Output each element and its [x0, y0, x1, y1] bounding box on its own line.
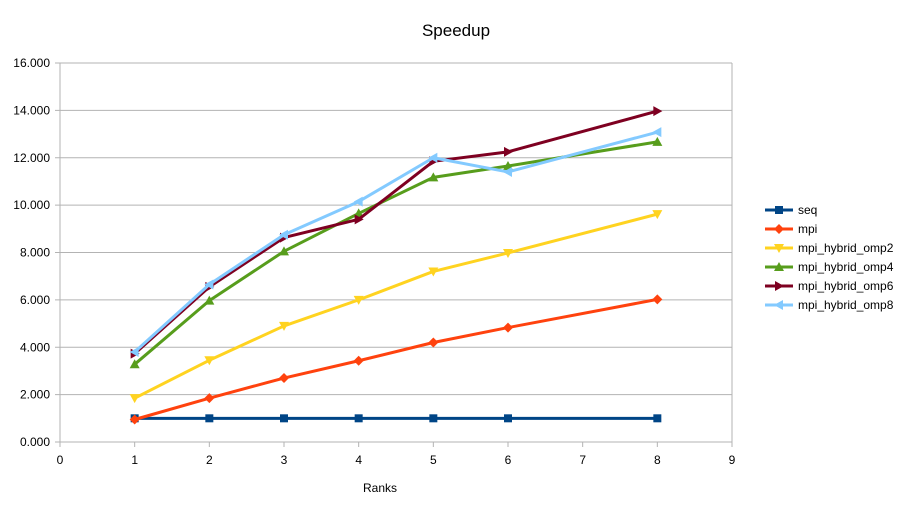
- legend-label: mpi_hybrid_omp4: [798, 260, 894, 274]
- series-mpi_hybrid_omp4: [129, 136, 663, 369]
- y-tick-label: 14.000: [13, 103, 50, 117]
- series-line: [133, 109, 658, 355]
- legend-label: mpi_hybrid_omp6: [798, 279, 894, 293]
- data-point: [353, 355, 364, 366]
- y-tick-label: 4.000: [20, 340, 50, 354]
- data-point: [429, 414, 438, 423]
- y-tick-label: 12.000: [13, 151, 50, 165]
- series-line: [133, 130, 658, 354]
- data-point: [503, 161, 513, 171]
- data-point: [504, 414, 512, 423]
- data-point: [279, 246, 289, 256]
- chart-title: Speedup: [422, 21, 490, 40]
- y-tick-label: 6.000: [20, 293, 50, 307]
- data-point: [428, 172, 439, 182]
- series-line: [133, 212, 658, 400]
- data-point: [279, 321, 289, 331]
- x-tick-label: 0: [57, 453, 64, 467]
- x-tick-label: 2: [206, 453, 213, 467]
- data-point: [652, 210, 663, 220]
- x-tick-label: 6: [505, 453, 512, 467]
- legend-item: mpi_hybrid_omp2: [765, 241, 894, 255]
- data-point: [504, 146, 513, 157]
- series-layer: [129, 106, 663, 425]
- data-point: [652, 127, 662, 138]
- data-point: [279, 373, 289, 384]
- data-point: [129, 359, 140, 369]
- y-tick-label: 16.000: [13, 56, 50, 70]
- data-point: [129, 414, 140, 425]
- grid-lines: [60, 62, 732, 443]
- y-tick-label: 8.000: [20, 246, 50, 260]
- legend-label: seq: [798, 203, 817, 217]
- data-point: [353, 196, 363, 207]
- x-tick-label: 7: [579, 453, 586, 467]
- legend-label: mpi: [798, 222, 817, 236]
- data-point: [652, 136, 663, 146]
- series-mpi_hybrid_omp2: [129, 210, 663, 404]
- data-point: [503, 322, 513, 333]
- legend-marker: [774, 224, 784, 234]
- series-mpi_hybrid_omp8: [129, 127, 662, 357]
- data-point: [428, 152, 438, 163]
- x-tick-label: 3: [281, 453, 288, 467]
- data-point: [503, 166, 512, 177]
- legend-label: mpi_hybrid_omp2: [798, 241, 894, 255]
- data-point: [280, 414, 288, 423]
- series-mpi: [129, 294, 663, 425]
- data-point: [279, 229, 288, 240]
- y-axis-ticks: 0.000 2.000 4.000 6.000 8.000 10.000 12.000 14.…: [13, 56, 60, 449]
- x-tick-label: 5: [430, 453, 437, 467]
- x-axis-title: Ranks: [363, 481, 397, 495]
- data-point: [204, 356, 215, 366]
- data-point: [204, 295, 215, 305]
- data-point: [652, 294, 663, 305]
- data-point: [428, 267, 439, 277]
- data-point: [428, 337, 439, 348]
- data-point: [353, 295, 364, 305]
- legend-item: mpi: [765, 222, 817, 236]
- legend-marker: [774, 244, 784, 253]
- series-seq: [130, 414, 662, 423]
- legend-item: mpi_hybrid_omp8: [765, 298, 894, 312]
- legend-item: mpi_hybrid_omp6: [765, 279, 894, 293]
- legend: seq mpi mpi_hybrid_omp2 mpi_hybrid_omp4 mpi_…: [765, 203, 894, 312]
- data-point: [354, 214, 364, 225]
- legend-marker: [775, 206, 783, 214]
- series-line: [133, 140, 658, 366]
- x-tick-label: 8: [654, 453, 661, 467]
- y-tick-label: 0.000: [20, 435, 50, 449]
- y-tick-label: 10.000: [13, 198, 50, 212]
- data-point: [353, 208, 364, 218]
- data-point: [204, 279, 214, 290]
- data-point: [354, 414, 363, 423]
- data-point: [653, 414, 662, 423]
- legend-marker: [774, 262, 784, 271]
- data-point: [503, 248, 513, 258]
- x-tick-label: 1: [131, 453, 138, 467]
- data-point: [653, 106, 663, 117]
- x-tick-label: 9: [729, 453, 736, 467]
- x-tick-label: 4: [355, 453, 362, 467]
- legend-item: seq: [765, 203, 817, 217]
- y-tick-label: 2.000: [20, 388, 50, 402]
- legend-label: mpi_hybrid_omp8: [798, 298, 894, 312]
- data-point: [205, 414, 214, 423]
- legend-item: mpi_hybrid_omp4: [765, 260, 894, 274]
- data-point: [204, 393, 215, 404]
- data-point: [129, 394, 140, 404]
- legend-marker: [775, 281, 784, 291]
- data-point: [129, 346, 139, 357]
- x-axis-ticks: 0 1 2 3 4 5 6 7 8 9: [57, 442, 736, 467]
- legend-marker: [774, 300, 783, 310]
